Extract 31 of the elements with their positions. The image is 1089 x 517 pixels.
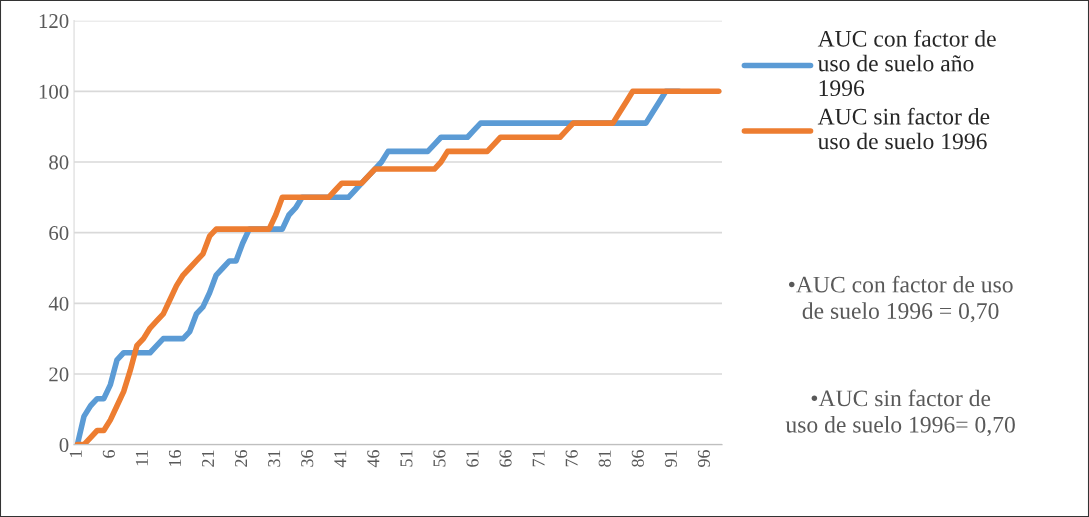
text: •AUC con factor de uso de suelo 1996 = 0,70: [788, 275, 1013, 323]
y-tick-label: 80: [49, 155, 69, 170]
x-tick-label: 86: [631, 450, 644, 467]
x-tick-label: 31: [268, 450, 281, 467]
x-tick-label: 11: [135, 450, 148, 466]
x-tick-label: 66: [499, 450, 512, 467]
y-tick-label: 100: [39, 84, 69, 99]
y-tick-label: 120: [39, 14, 69, 29]
y-tick-label: 0: [59, 437, 69, 453]
x-tick-label: 21: [201, 450, 214, 467]
legend-label: AUC con factor de uso de suelo año 1996: [817, 29, 996, 97]
y-tick-label: 60: [49, 226, 69, 241]
x-tick-label: 71: [532, 450, 545, 467]
x-tick-label: 46: [367, 450, 380, 468]
y-tick-label: 40: [48, 296, 69, 311]
legend-label: AUC sin factor de uso de suelo 1996: [817, 107, 990, 150]
x-tick-label: 6: [102, 450, 115, 458]
x-tick-label: 96: [697, 450, 710, 467]
x-tick-label: 1: [69, 450, 82, 457]
x-tick-label: 26: [235, 450, 248, 467]
x-tick-label: 76: [565, 450, 578, 467]
text: •AUC sin factor de uso de suelo 1996= 0,70: [785, 389, 1015, 437]
x-tick-label: 81: [598, 450, 611, 467]
x-tick-label: 91: [664, 450, 677, 467]
y-tick-label: 20: [49, 367, 69, 382]
x-tick-label: 56: [433, 450, 446, 467]
x-tick-label: 51: [400, 450, 413, 467]
x-tick-label: 36: [301, 450, 314, 467]
x-tick-label: 61: [466, 450, 479, 467]
x-tick-label: 41: [334, 450, 347, 468]
x-tick-label: 16: [168, 450, 182, 466]
